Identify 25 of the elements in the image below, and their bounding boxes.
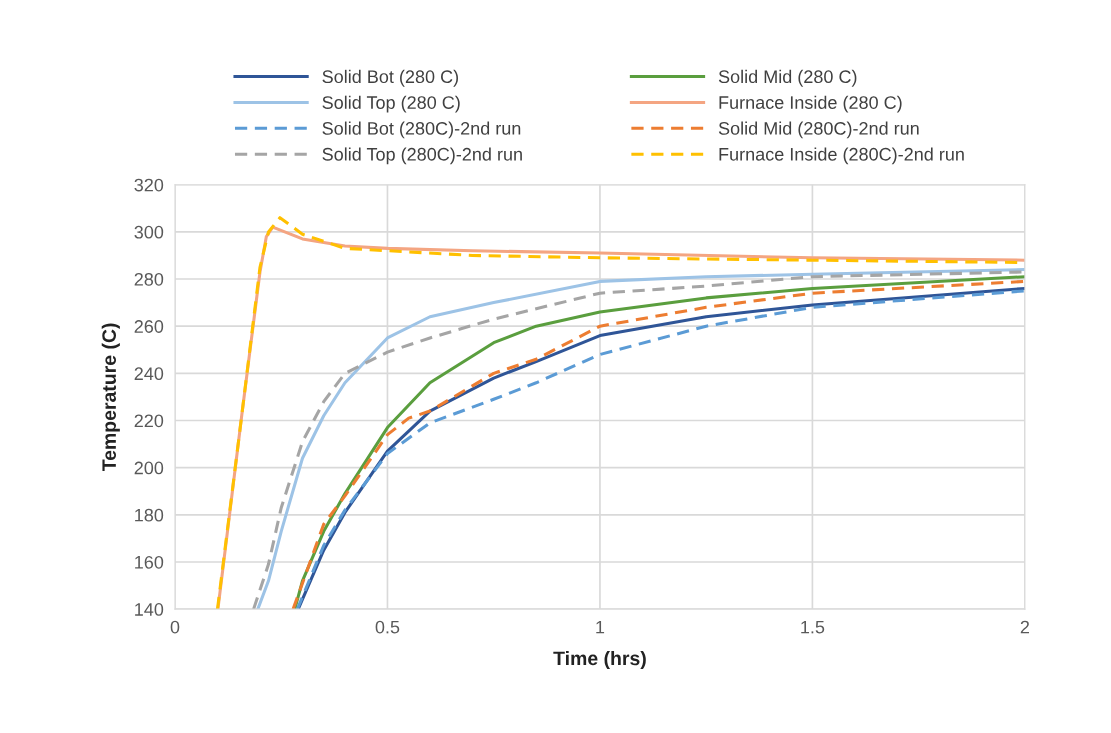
y-tick-label: 220 bbox=[134, 414, 164, 428]
y-tick-label: 140 bbox=[135, 603, 164, 616]
y-tick-label: 260 bbox=[134, 320, 164, 333]
y-tick-label: 160 bbox=[135, 555, 164, 569]
legend-label: Furnace Inside (280 C) bbox=[719, 95, 902, 113]
x-tick-label: 1 bbox=[596, 620, 605, 634]
y-tick-label: 240 bbox=[134, 367, 164, 381]
x-tick-label: 2 bbox=[1020, 620, 1030, 634]
y-tick-label: 300 bbox=[134, 225, 164, 239]
legend-label: Furnace Inside (280C)-2nd run bbox=[719, 147, 964, 165]
y-tick-label: 320 bbox=[134, 178, 164, 192]
x-tick-label: 0 bbox=[170, 620, 180, 634]
y-tick-label: 280 bbox=[134, 272, 164, 286]
legend-label: Solid Mid (280C)-2nd run bbox=[718, 121, 919, 139]
y-tick-label: 200 bbox=[134, 461, 164, 475]
y-tick-label: 180 bbox=[135, 508, 164, 522]
y-axis-title: Temperature (C) bbox=[101, 323, 120, 472]
x-axis-title: Time (hrs) bbox=[553, 650, 646, 670]
legend-label: Solid Top (280 C) bbox=[322, 95, 460, 113]
legend-label: Solid Bot (280 C) bbox=[322, 69, 459, 87]
legend-label: Solid Mid (280 C) bbox=[718, 69, 857, 87]
x-tick-label: 1.5 bbox=[801, 620, 825, 634]
legend-label: Solid Top (280C)-2nd run bbox=[322, 147, 522, 165]
legend-label: Solid Bot (280C)-2nd run bbox=[322, 121, 521, 139]
x-tick-label: 0.5 bbox=[375, 620, 400, 634]
